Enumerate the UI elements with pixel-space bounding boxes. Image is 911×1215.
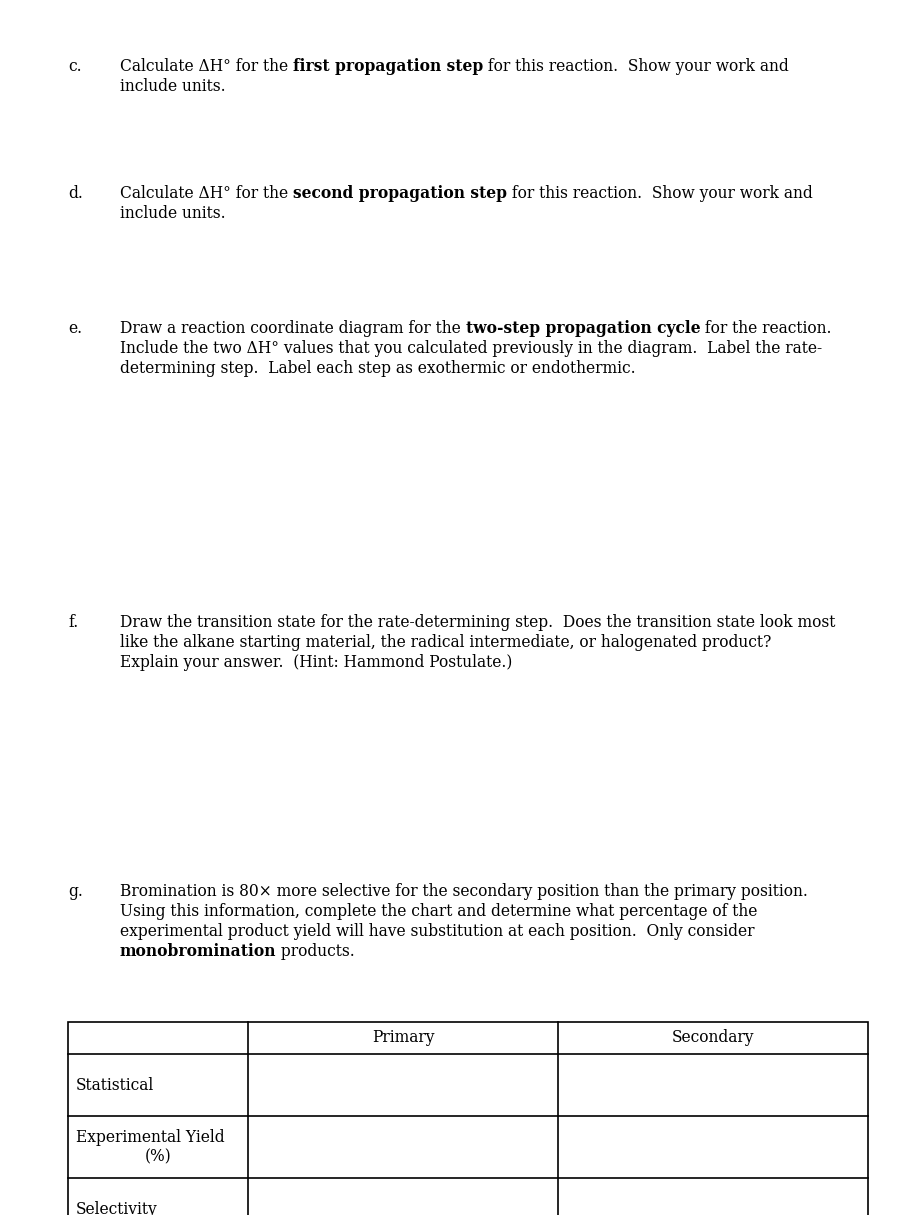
Text: Draw a reaction coordinate diagram for the: Draw a reaction coordinate diagram for t…: [120, 320, 466, 337]
Text: experimental product yield will have substitution at each position.  Only consid: experimental product yield will have sub…: [120, 923, 753, 940]
Text: g.: g.: [68, 883, 83, 900]
Text: two-step propagation cycle: two-step propagation cycle: [466, 320, 700, 337]
Text: products.: products.: [276, 943, 355, 960]
Text: Experimental Yield: Experimental Yield: [76, 1129, 224, 1146]
Text: Statistical: Statistical: [76, 1076, 154, 1094]
Text: Primary: Primary: [372, 1029, 434, 1046]
Text: Calculate ΔH° for the: Calculate ΔH° for the: [120, 185, 292, 202]
Text: f.: f.: [68, 614, 78, 631]
Text: include units.: include units.: [120, 205, 225, 222]
Text: second propagation step: second propagation step: [292, 185, 507, 202]
Bar: [68, 1022, 867, 1215]
Text: include units.: include units.: [120, 78, 225, 95]
Text: for this reaction.  Show your work and: for this reaction. Show your work and: [507, 185, 812, 202]
Text: Calculate ΔH° for the: Calculate ΔH° for the: [120, 58, 292, 75]
Text: for this reaction.  Show your work and: for this reaction. Show your work and: [483, 58, 788, 75]
Text: Explain your answer.  (Hint: Hammond Postulate.): Explain your answer. (Hint: Hammond Post…: [120, 654, 512, 671]
Text: e.: e.: [68, 320, 82, 337]
Text: for the reaction.: for the reaction.: [700, 320, 831, 337]
Text: Selectivity: Selectivity: [76, 1200, 158, 1215]
Text: Using this information, complete the chart and determine what percentage of the: Using this information, complete the cha…: [120, 903, 756, 920]
Text: Include the two ΔH° values that you calculated previously in the diagram.  Label: Include the two ΔH° values that you calc…: [120, 340, 821, 357]
Text: monobromination: monobromination: [120, 943, 276, 960]
Text: d.: d.: [68, 185, 83, 202]
Text: c.: c.: [68, 58, 82, 75]
Text: Secondary: Secondary: [671, 1029, 753, 1046]
Text: like the alkane starting material, the radical intermediate, or halogenated prod: like the alkane starting material, the r…: [120, 634, 771, 651]
Text: first propagation step: first propagation step: [292, 58, 483, 75]
Text: Draw the transition state for the rate-determining step.  Does the transition st: Draw the transition state for the rate-d…: [120, 614, 834, 631]
Text: (%): (%): [145, 1148, 171, 1165]
Text: Bromination is 80× more selective for the secondary position than the primary po: Bromination is 80× more selective for th…: [120, 883, 807, 900]
Text: determining step.  Label each step as exothermic or endothermic.: determining step. Label each step as exo…: [120, 360, 635, 377]
